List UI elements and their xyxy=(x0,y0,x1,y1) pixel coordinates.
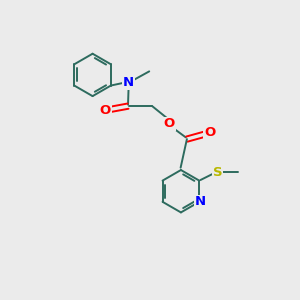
Text: O: O xyxy=(164,117,175,130)
Text: N: N xyxy=(195,195,206,208)
Text: O: O xyxy=(100,104,111,117)
Text: O: O xyxy=(204,126,215,139)
Text: N: N xyxy=(123,76,134,89)
Text: S: S xyxy=(213,166,222,179)
